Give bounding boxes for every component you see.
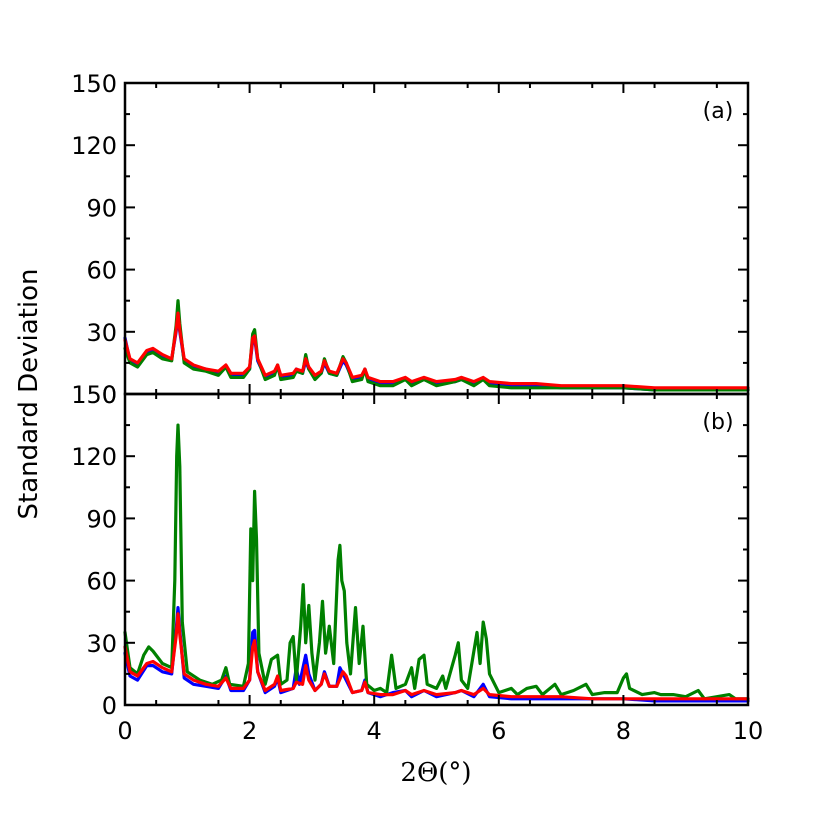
panel-b-y-tick-labels: 0 30 60 90 120 150 bbox=[71, 381, 117, 720]
panel-a-y-tick-label: 60 bbox=[86, 257, 117, 285]
panel-b-frame bbox=[123, 392, 750, 707]
panel-a-y-tick-label: 120 bbox=[71, 132, 117, 160]
x-tick-label: 10 bbox=[733, 717, 764, 745]
panel-a-label: (a) bbox=[703, 99, 734, 124]
panel-b-y-tick-label: 150 bbox=[71, 381, 117, 409]
panel-b: (b) 0 30 60 90 120 150 0 2 4 6 8 10 bbox=[71, 381, 763, 745]
panel-b-y-tick-label: 0 bbox=[102, 692, 117, 720]
panel-a-series-line-0 bbox=[123, 313, 750, 392]
panel-a-y-tick-label: 0 bbox=[102, 381, 117, 409]
x-axis-title: 2Θ(°) bbox=[400, 758, 471, 788]
x-tick-label: 6 bbox=[491, 717, 506, 745]
panel-a: (a) 0 30 60 90 120 150 bbox=[71, 70, 750, 409]
x-tick-label: 8 bbox=[616, 717, 631, 745]
panel-b-y-tick-label: 60 bbox=[86, 568, 117, 596]
x-tick-label: 0 bbox=[117, 717, 132, 745]
y-axis-title: Standard Deviation bbox=[14, 269, 44, 520]
panel-b-y-tick-label: 120 bbox=[71, 443, 117, 471]
panel-a-y-tick-label: 30 bbox=[86, 319, 117, 347]
panel-a-y-tick-label: 150 bbox=[71, 70, 117, 98]
panel-a-y-tick-label: 90 bbox=[86, 194, 117, 222]
panel-b-label: (b) bbox=[702, 410, 733, 435]
panel-a-series-group bbox=[123, 299, 750, 392]
panel-a-frame bbox=[123, 81, 750, 396]
panel-a-ticks bbox=[124, 82, 749, 395]
panel-b-y-tick-label: 30 bbox=[86, 630, 117, 658]
panel-b-series-line-1 bbox=[123, 423, 750, 701]
panel-a-series-line-2 bbox=[123, 311, 750, 390]
panel-b-series-group bbox=[123, 423, 750, 703]
panel-a-series-line-1 bbox=[123, 299, 750, 392]
x-tick-label: 2 bbox=[242, 717, 257, 745]
panel-b-y-tick-label: 90 bbox=[86, 505, 117, 533]
panel-b-series-line-2 bbox=[123, 612, 750, 701]
panel-b-ticks bbox=[124, 393, 749, 706]
x-tick-label: 4 bbox=[367, 717, 382, 745]
panel-a-y-tick-labels: 0 30 60 90 120 150 bbox=[71, 70, 117, 409]
x-tick-labels: 0 2 4 6 8 10 bbox=[117, 717, 763, 745]
